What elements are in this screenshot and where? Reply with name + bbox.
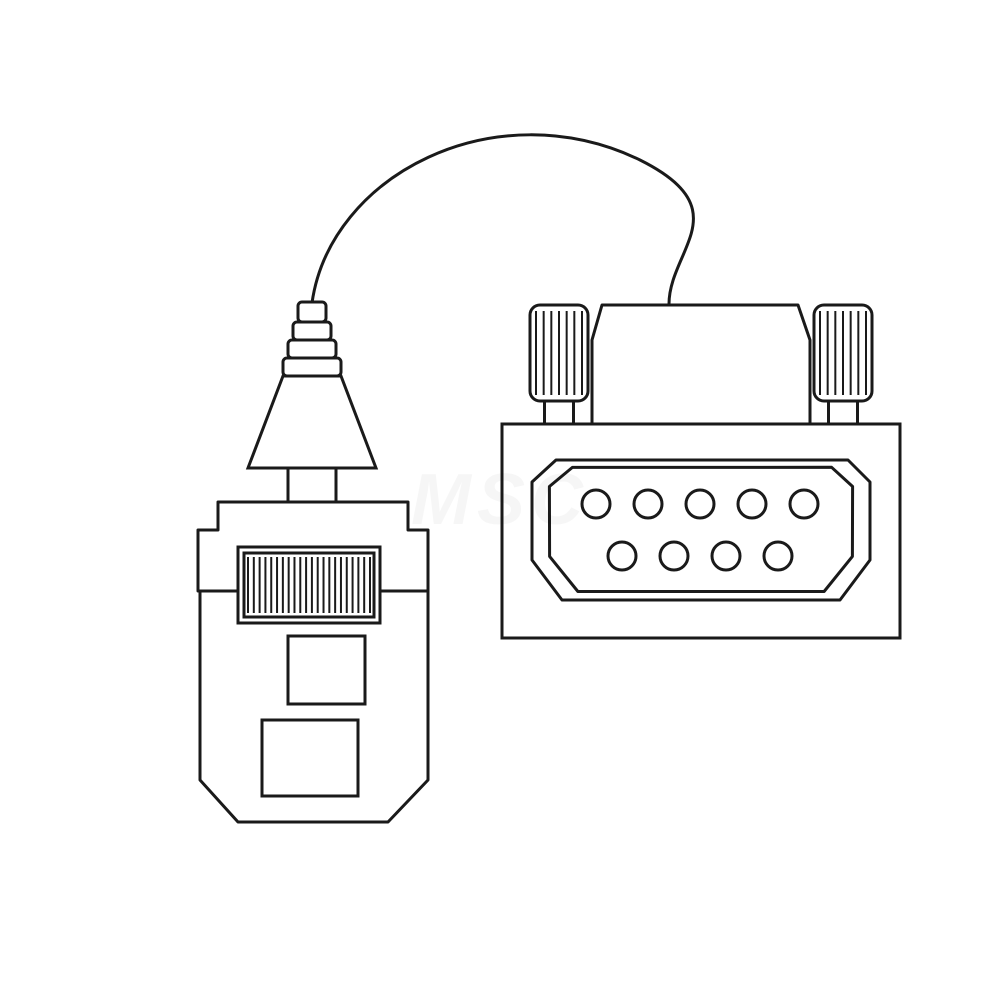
pin-hole: [634, 490, 662, 518]
proprietary-connector: [198, 302, 428, 822]
pin-hole: [582, 490, 610, 518]
pin-hole: [660, 542, 688, 570]
pin-hole: [764, 542, 792, 570]
cable: [312, 135, 693, 304]
pin-hole: [738, 490, 766, 518]
cable-diagram: [0, 0, 1000, 1000]
pin-hole: [790, 490, 818, 518]
pin-hole: [608, 542, 636, 570]
pin-hole: [712, 542, 740, 570]
pin-hole: [686, 490, 714, 518]
db9-serial-connector: [502, 305, 900, 638]
